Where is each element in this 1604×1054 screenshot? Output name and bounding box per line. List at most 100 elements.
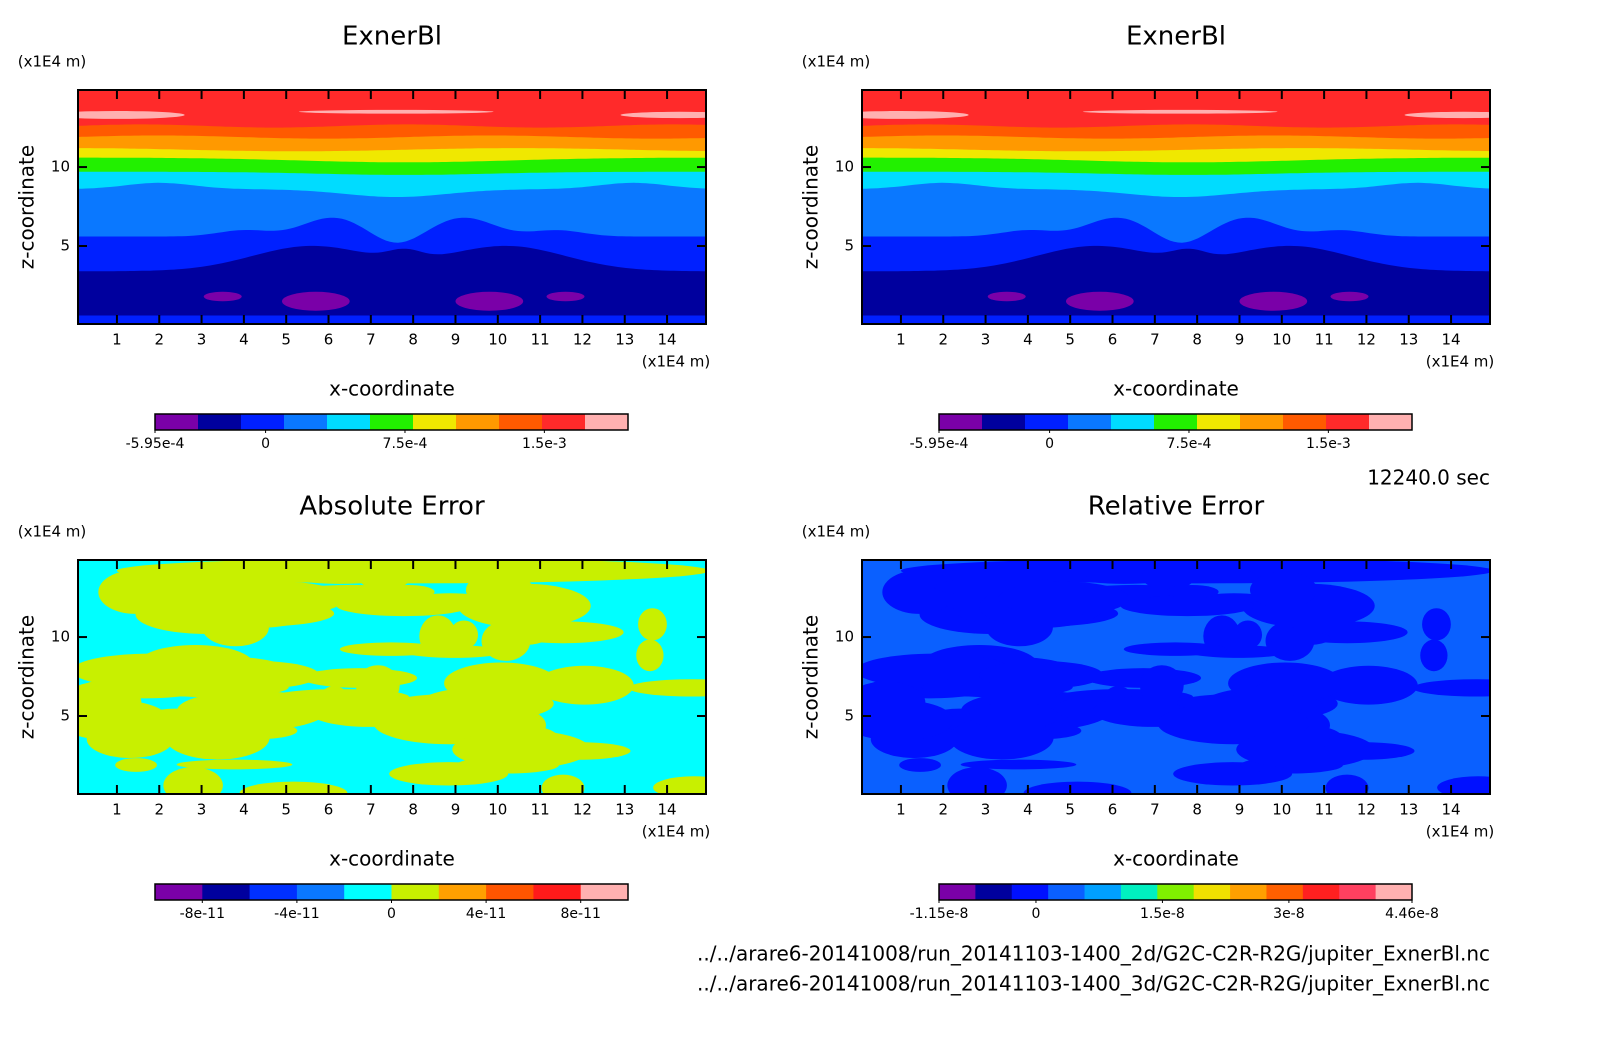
x-tick-label: 4 [1023, 331, 1033, 349]
contour-blob [1082, 109, 1278, 114]
x-tick-label: 9 [1235, 331, 1245, 349]
contour-blob [1330, 291, 1369, 302]
contour-region [78, 245, 706, 324]
contour-blob [535, 665, 634, 705]
colorbar-swatch [456, 414, 500, 430]
colorbar-swatch [1369, 414, 1413, 430]
colorbar-swatch [1283, 414, 1327, 430]
x-tick-label: 11 [531, 801, 550, 819]
x-tick-label: 6 [1108, 801, 1118, 819]
y-axis-label: z-coordinate [15, 145, 39, 269]
y-unit: (x1E4 m) [802, 53, 871, 71]
contour-blob [449, 620, 479, 650]
x-tick-label: 2 [154, 331, 164, 349]
contour-blob [960, 759, 1077, 770]
contour-field [862, 90, 1490, 324]
x-unit: (x1E4 m) [1426, 823, 1495, 841]
contour-blob [1321, 737, 1368, 750]
y-tick-label: 5 [844, 237, 854, 255]
colorbar-swatch [1375, 884, 1413, 900]
contour-blob [455, 291, 524, 311]
contour-blob [176, 759, 293, 770]
x-tick-label: 14 [1442, 331, 1461, 349]
contour-blob [203, 291, 242, 302]
contour-blob [987, 291, 1026, 302]
contour-blob [1142, 562, 1195, 591]
contour-blob [1422, 608, 1451, 641]
chart-title: Relative Error [1088, 492, 1265, 522]
colorbar-swatch [1068, 414, 1112, 430]
contour-blob [1120, 595, 1255, 617]
x-axis-label: x-coordinate [1113, 847, 1239, 871]
colorbar-swatch [1197, 414, 1241, 430]
colorbar-tick-label: 0 [1045, 436, 1054, 452]
colorbar-swatch [1302, 884, 1340, 900]
contour-blob [163, 767, 223, 794]
contour-blob [184, 702, 276, 730]
contour-blob [628, 679, 706, 697]
colorbar-swatch [155, 414, 199, 430]
colorbar-swatch [1240, 414, 1284, 430]
x-tick-label: 7 [366, 331, 376, 349]
contour-blob [281, 291, 350, 311]
colorbar-tick-label: 0 [1031, 906, 1040, 922]
contour-region [78, 315, 706, 324]
contour-blob [1236, 730, 1374, 769]
colorbar-swatch [486, 884, 534, 900]
colorbar-swatch [975, 884, 1013, 900]
contour-blob [541, 774, 585, 794]
colorbar-tick-label: -1.15e-8 [910, 906, 969, 922]
x-tick-label: 3 [981, 331, 991, 349]
contour-blob [998, 581, 1129, 616]
contour-blob [1404, 111, 1490, 119]
plot-frame [77, 89, 707, 325]
colorbar-tick-label: -5.95e-4 [910, 436, 969, 452]
colorbar-swatch [198, 414, 242, 430]
x-tick-label: 12 [1357, 331, 1376, 349]
y-tick-label: 10 [835, 158, 854, 176]
colorbar-swatch [1025, 414, 1069, 430]
x-tick-label: 3 [981, 801, 991, 819]
x-tick-label: 4 [239, 331, 249, 349]
colorbar-tick-label: 0 [387, 906, 396, 922]
colorbar-swatch [241, 414, 285, 430]
colorbar-tick-label: 4e-11 [466, 906, 506, 922]
x-tick-label: 1 [112, 331, 122, 349]
contour-blob [1268, 631, 1331, 646]
contour-blob [381, 584, 435, 599]
colorbar-swatch [542, 414, 586, 430]
colorbar-swatch [296, 884, 345, 900]
contour-blob [899, 758, 942, 772]
x-tick-label: 6 [324, 331, 334, 349]
y-tick-label: 5 [844, 707, 854, 725]
contour-blob [239, 781, 348, 794]
colorbar-frame [154, 413, 629, 431]
colorbar-swatch [1154, 414, 1198, 430]
x-tick-label: 6 [1108, 331, 1118, 349]
colorbar-swatch [1011, 884, 1049, 900]
colorbar-swatch [327, 414, 371, 430]
x-axis-label: x-coordinate [329, 847, 455, 871]
x-tick-label: 6 [324, 801, 334, 819]
y-axis-label: z-coordinate [15, 615, 39, 739]
contour-blob [1165, 584, 1219, 599]
colorbar-swatch [1111, 414, 1155, 430]
colorbar-tick-label: 1.5e-3 [1306, 436, 1351, 452]
x-tick-label: 13 [615, 801, 634, 819]
x-tick-label: 13 [615, 331, 634, 349]
x-tick-label: 14 [1442, 801, 1461, 819]
colorbar-swatch [155, 884, 203, 900]
colorbar-swatch [1157, 884, 1195, 900]
contour-blob [1249, 571, 1317, 609]
contour-blob [484, 631, 547, 646]
x-tick-label: 14 [658, 801, 677, 819]
y-unit: (x1E4 m) [18, 523, 87, 541]
contour-blob [465, 571, 533, 609]
colorbar-frame [938, 883, 1413, 901]
contour-blob [452, 730, 590, 769]
colorbar-swatch [1230, 884, 1267, 900]
contour-blob [1123, 642, 1227, 656]
colorbar-tick-label: 1.5e-3 [522, 436, 567, 452]
contour-blob [355, 665, 400, 706]
